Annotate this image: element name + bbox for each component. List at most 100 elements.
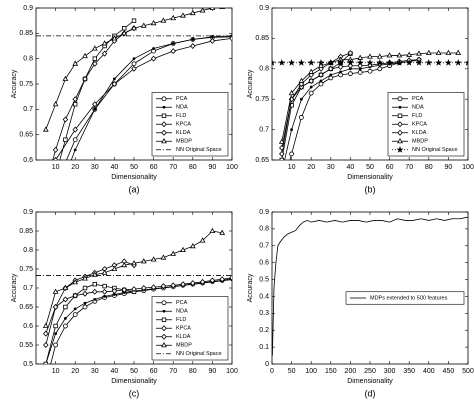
x-axis-label: Dimensionality bbox=[347, 378, 393, 385]
y-tick-label: 0.75 bbox=[255, 96, 269, 103]
marker bbox=[229, 274, 232, 281]
legend-marker bbox=[396, 146, 404, 153]
x-tick-label: 70 bbox=[169, 164, 177, 171]
x-tick-label: 60 bbox=[386, 164, 394, 171]
marker bbox=[111, 81, 118, 87]
legend-marker bbox=[397, 138, 403, 144]
x-tick-label: 250 bbox=[364, 368, 376, 375]
series-line bbox=[45, 283, 135, 364]
marker bbox=[199, 278, 206, 285]
y-tick-label: 0.1 bbox=[259, 344, 269, 351]
marker bbox=[209, 277, 216, 284]
legend-marker bbox=[161, 342, 167, 348]
marker bbox=[190, 43, 196, 49]
marker bbox=[92, 288, 98, 295]
y-tick-label: 0.4 bbox=[259, 293, 269, 300]
marker bbox=[152, 47, 156, 50]
marker bbox=[140, 22, 147, 28]
x-tick-label: 450 bbox=[443, 368, 455, 375]
marker bbox=[455, 49, 462, 55]
x-tick-label: 60 bbox=[150, 368, 158, 375]
legend-marker bbox=[161, 300, 167, 306]
y-tick-label: 0.65 bbox=[255, 157, 269, 164]
marker bbox=[347, 50, 354, 56]
marker bbox=[55, 200, 57, 202]
marker bbox=[395, 59, 403, 66]
marker bbox=[54, 183, 58, 187]
marker bbox=[52, 146, 59, 153]
marker bbox=[180, 12, 186, 18]
marker bbox=[396, 52, 403, 58]
marker bbox=[63, 323, 68, 329]
marker bbox=[289, 103, 294, 108]
marker bbox=[64, 316, 67, 320]
marker bbox=[91, 45, 98, 51]
marker bbox=[180, 246, 186, 252]
series-layer bbox=[272, 216, 468, 356]
marker bbox=[279, 157, 284, 160]
marker bbox=[73, 307, 77, 311]
marker bbox=[278, 59, 286, 66]
marker bbox=[318, 71, 324, 78]
marker bbox=[281, 171, 283, 173]
x-tick-label: 40 bbox=[111, 164, 119, 171]
y-tick-label: 0.6 bbox=[23, 157, 33, 164]
x-tick-label: 30 bbox=[91, 164, 99, 171]
marker bbox=[272, 59, 276, 66]
x-tick-label: 80 bbox=[189, 368, 197, 375]
marker bbox=[111, 265, 118, 271]
legend-marker bbox=[161, 113, 167, 118]
marker bbox=[288, 59, 296, 66]
x-tick-label: 60 bbox=[150, 164, 158, 171]
marker bbox=[103, 294, 106, 298]
marker bbox=[299, 97, 303, 101]
marker bbox=[121, 30, 128, 36]
marker bbox=[131, 65, 137, 72]
marker bbox=[425, 49, 432, 55]
marker bbox=[43, 342, 49, 348]
marker bbox=[121, 261, 128, 268]
y-tick-label: 0.8 bbox=[259, 66, 269, 73]
marker bbox=[338, 72, 344, 78]
marker bbox=[42, 322, 49, 328]
x-tick-label: 100 bbox=[226, 368, 238, 375]
marker bbox=[435, 59, 443, 66]
series-line bbox=[45, 279, 232, 364]
marker bbox=[298, 77, 305, 83]
legend-marker bbox=[161, 317, 167, 322]
y-tick-label: 0.9 bbox=[23, 5, 33, 12]
marker bbox=[131, 25, 137, 31]
x-tick-label: 80 bbox=[425, 164, 433, 171]
x-tick-label: 90 bbox=[209, 368, 217, 375]
x-tick-label: 40 bbox=[347, 164, 355, 171]
marker bbox=[72, 137, 78, 143]
marker bbox=[54, 332, 57, 336]
legend-label: FLD bbox=[176, 113, 186, 119]
legend-label: FLD bbox=[176, 317, 186, 323]
x-tick-label: 10 bbox=[52, 164, 60, 171]
marker bbox=[318, 65, 324, 72]
marker bbox=[101, 40, 108, 46]
x-axis-label: Dimensionality bbox=[347, 174, 393, 181]
marker bbox=[92, 281, 97, 287]
marker bbox=[425, 59, 433, 66]
marker bbox=[337, 59, 345, 66]
x-tick-label: 20 bbox=[307, 164, 315, 171]
x-tick-label: 30 bbox=[91, 368, 99, 375]
marker bbox=[150, 55, 157, 62]
marker bbox=[171, 42, 175, 45]
marker bbox=[52, 157, 59, 160]
marker bbox=[435, 49, 442, 55]
marker bbox=[219, 8, 226, 9]
marker bbox=[160, 254, 167, 260]
x-tick-label: 300 bbox=[384, 368, 396, 375]
marker bbox=[160, 283, 167, 290]
marker bbox=[111, 288, 118, 295]
marker bbox=[199, 237, 206, 243]
legend-label: KPCA bbox=[176, 122, 191, 128]
marker bbox=[298, 115, 304, 120]
marker bbox=[52, 288, 59, 294]
x-tick-label: 150 bbox=[325, 368, 337, 375]
x-tick-label: 10 bbox=[288, 164, 296, 171]
y-tick-label: 0.5 bbox=[23, 361, 33, 368]
